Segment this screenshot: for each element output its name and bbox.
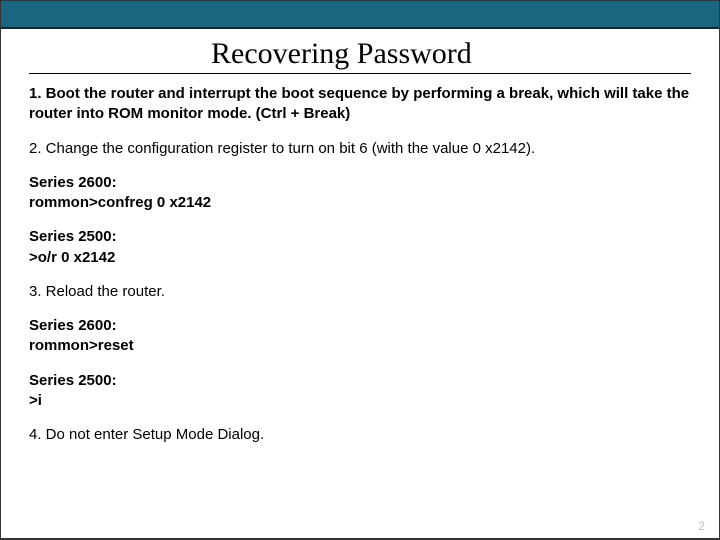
step-1-text-b: (Ctrl + Break): [256, 105, 351, 122]
series-2600-label-a: Series 2600:: [29, 174, 117, 191]
slide-body: 1. Boot the router and interrupt the boo…: [1, 84, 719, 445]
series-2500-block-a: Series 2500: >o/r 0 x2142: [29, 227, 691, 268]
series-2600-cmd-a: rommon>confreg 0 x2142: [29, 194, 211, 211]
series-2500-label-a: Series 2500:: [29, 228, 117, 245]
page-title: Recovering Password: [211, 37, 719, 71]
step-3: 3. Reload the router.: [29, 282, 691, 302]
step-4: 4. Do not enter Setup Mode Dialog.: [29, 425, 691, 445]
bottom-border: [1, 538, 719, 539]
page-number: 2: [698, 519, 705, 533]
series-2500-block-b: Series 2500: >i: [29, 371, 691, 412]
step-1: 1. Boot the router and interrupt the boo…: [29, 84, 691, 125]
series-2600-cmd-b: rommon>reset: [29, 337, 134, 354]
series-2600-block-a: Series 2600: rommon>confreg 0 x2142: [29, 173, 691, 214]
series-2500-cmd-b: >i: [29, 392, 42, 409]
slide: Recovering Password 1. Boot the router a…: [0, 0, 720, 540]
step-1-text-a: 1. Boot the router and interrupt the boo…: [29, 85, 689, 122]
series-2500-cmd-a: >o/r 0 x2142: [29, 249, 115, 266]
step-2: 2. Change the configuration register to …: [29, 139, 691, 159]
series-2500-label-b: Series 2500:: [29, 372, 117, 389]
series-2600-label-b: Series 2600:: [29, 317, 117, 334]
series-2600-block-b: Series 2600: rommon>reset: [29, 316, 691, 357]
top-bar: [1, 1, 719, 29]
title-underline: [29, 73, 691, 74]
